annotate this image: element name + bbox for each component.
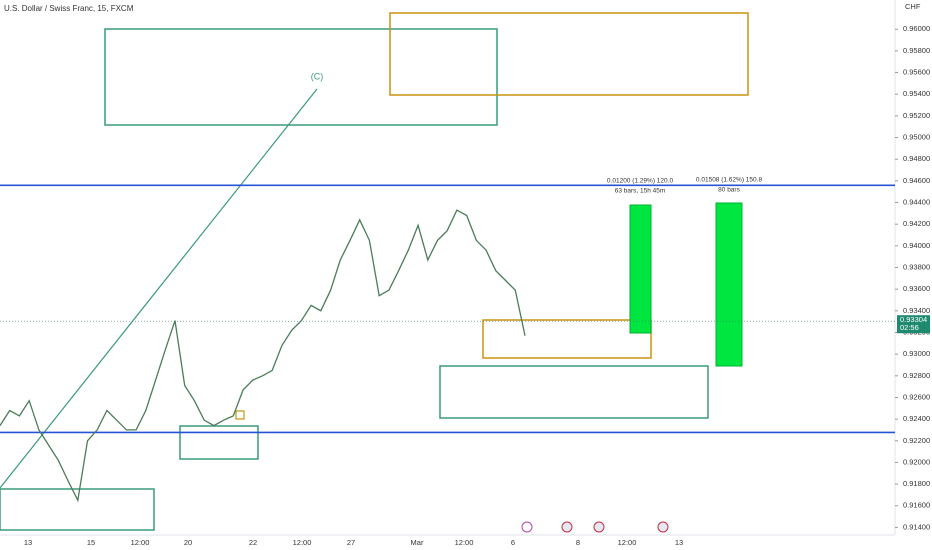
- x-tick-label: 12:00: [455, 538, 474, 547]
- measure-box: [715, 202, 743, 367]
- x-tick-label: 12:00: [293, 538, 312, 547]
- x-tick-label: 8: [576, 538, 580, 547]
- y-tick-label: 0.91400: [903, 522, 930, 531]
- x-tick-label: 12:00: [131, 538, 150, 547]
- y-tick-label: 0.94200: [903, 219, 930, 228]
- y-tick-label: 0.96000: [903, 24, 930, 33]
- event-icon[interactable]: [521, 521, 533, 533]
- last-price-box: [897, 315, 930, 334]
- x-tick-label: 20: [184, 538, 192, 547]
- y-tick-label: 0.91800: [903, 479, 930, 488]
- measure-label: 0.01200 (1.29%) 120.0: [607, 178, 674, 185]
- y-tick-label: 0.95400: [903, 89, 930, 98]
- y-tick-label: 0.92600: [903, 392, 930, 401]
- x-tick-label: 13: [24, 538, 32, 547]
- x-tick-label: 12:00: [618, 538, 637, 547]
- zone-box: [389, 12, 749, 96]
- y-tick-label: 0.93600: [903, 284, 930, 293]
- y-tick-label: 0.93000: [903, 349, 930, 358]
- event-icon[interactable]: [561, 521, 573, 533]
- zone-box: [179, 425, 259, 460]
- x-tick-label: 15: [87, 538, 95, 547]
- x-tick-label: 22: [249, 538, 257, 547]
- y-tick-label: 0.94000: [903, 241, 930, 250]
- y-tick-label: 0.94600: [903, 176, 930, 185]
- trend-line: [0, 88, 318, 489]
- y-tick-label: 0.92200: [903, 436, 930, 445]
- y-tick-label: 0.92800: [903, 371, 930, 380]
- y-tick-label: 0.95000: [903, 133, 930, 142]
- x-tick-label: 6: [511, 538, 515, 547]
- y-tick-label: 0.92000: [903, 457, 930, 466]
- zone-box: [0, 488, 155, 531]
- measure-label: 0.01508 (1.62%) 150.8: [696, 177, 763, 184]
- measure-label: 80 bars: [718, 187, 740, 194]
- y-tick-label: 0.92400: [903, 414, 930, 423]
- x-tick-label: 27: [347, 538, 355, 547]
- wave-label: (C): [311, 71, 324, 81]
- y-tick-label: 0.95600: [903, 68, 930, 77]
- y-tick-label: 0.91600: [903, 501, 930, 510]
- measure-label: 63 bars, 15h 45m: [615, 188, 666, 195]
- y-axis-label: CHF: [905, 2, 921, 11]
- y-tick-label: 0.94400: [903, 198, 930, 207]
- y-tick-label: 0.94800: [903, 154, 930, 163]
- x-tick-label: Mar: [411, 538, 424, 547]
- y-tick-label: 0.95800: [903, 46, 930, 55]
- y-tick-label: 0.93800: [903, 262, 930, 271]
- measure-box: [629, 204, 652, 334]
- event-icon[interactable]: [593, 521, 605, 533]
- last-price-label: 0.93304: [900, 315, 927, 324]
- y-tick-label: 0.95200: [903, 111, 930, 120]
- event-icon[interactable]: [657, 521, 669, 533]
- zone-box: [439, 365, 709, 419]
- price-line: [0, 209, 526, 503]
- x-tick-label: 13: [675, 538, 683, 547]
- chart-title: U.S. Dollar / Swiss Franc, 15, FXCM: [4, 4, 134, 13]
- countdown-label: 02:56: [900, 323, 919, 332]
- zone-box: [235, 410, 245, 420]
- zone-box: [104, 28, 498, 126]
- y-tick-label: 0.93400: [903, 306, 930, 315]
- zone-box: [482, 319, 652, 359]
